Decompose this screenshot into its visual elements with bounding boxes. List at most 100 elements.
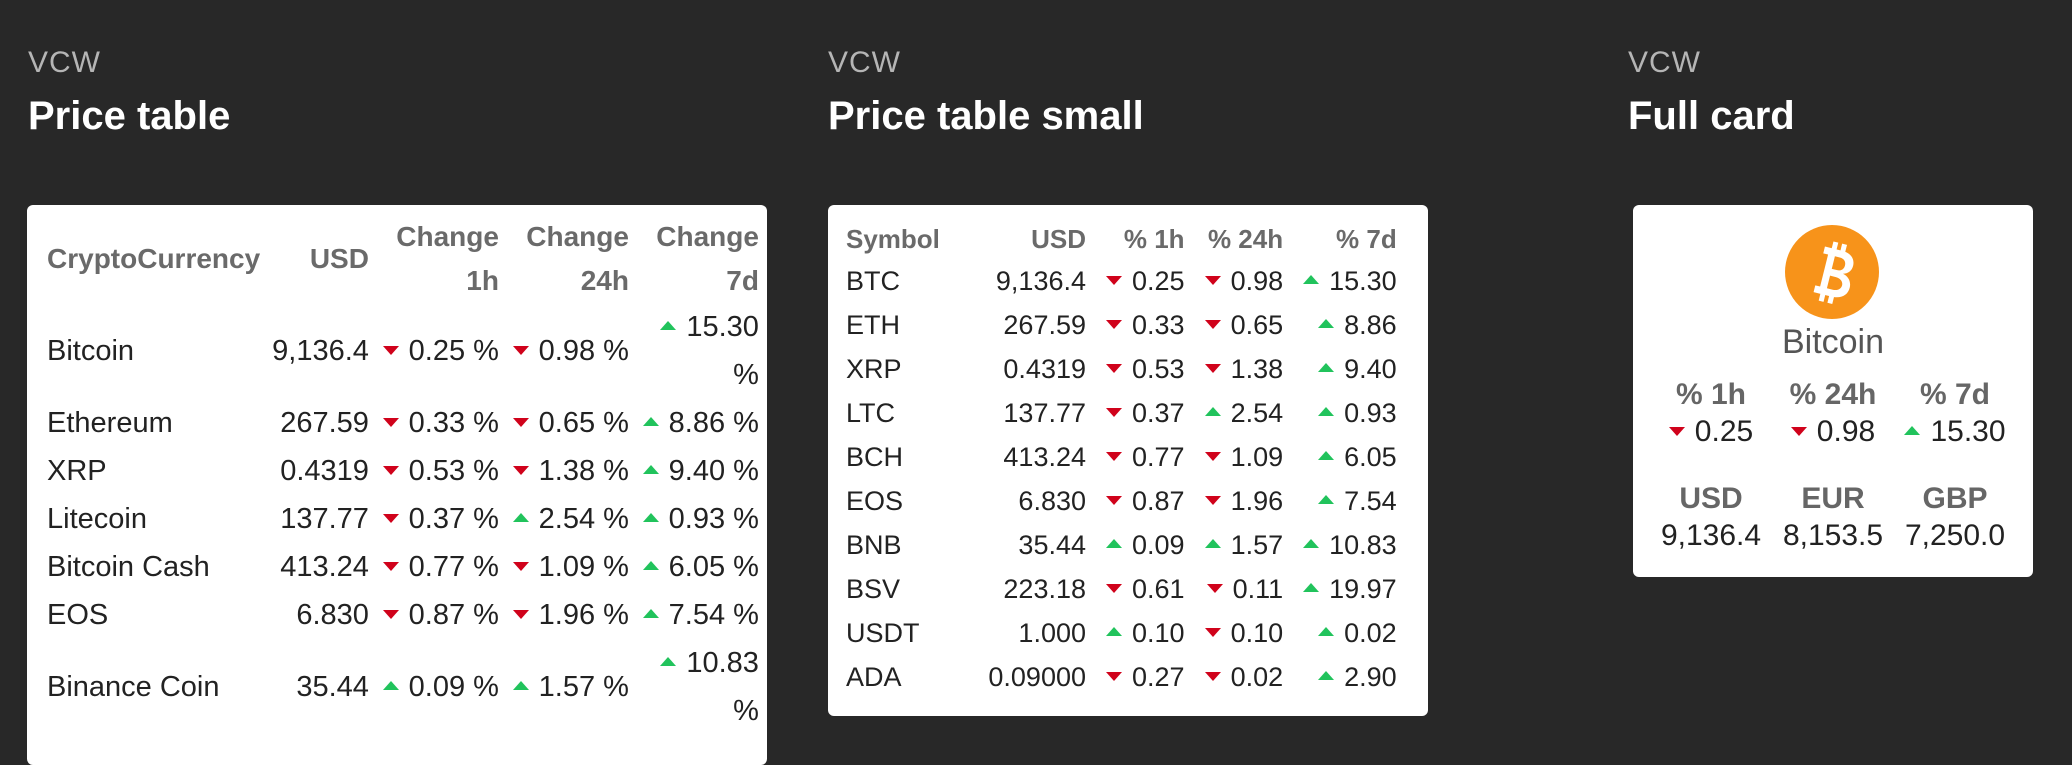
change-1h: 0.87 % [369,591,499,639]
up-arrow-icon [642,608,659,618]
price-usd: 6.830 [1018,486,1086,516]
symbol: BNB [846,530,902,560]
down-arrow-icon [1106,364,1122,374]
crypto-name: EOS [47,599,109,631]
change-24h: 1.09 % [499,543,629,591]
price-usd: 9,136.4 [272,335,369,367]
table-row: Binance Coin 35.44 0.09 % 1.57 % 10.83 % [47,639,759,735]
change-24h: 0.11 [1185,567,1283,611]
table-row: EOS 6.830 0.87 1.96 7.54 [846,479,1397,523]
down-arrow-icon [1106,496,1122,506]
change-7d: 9.40 [1283,347,1397,391]
down-arrow-icon [382,561,399,571]
down-arrow-icon [1204,320,1221,330]
up-arrow-icon [642,416,659,426]
price-usd: 35.44 [1018,530,1086,560]
up-arrow-icon [642,560,659,570]
table-row: EOS 6.830 0.87 % 1.96 % 7.54 % [47,591,759,639]
full-card: Bitcoin % 1h 0.25 % 24h 0.98 % 7d 15.30 … [1633,205,2033,577]
crypto-name: Bitcoin [47,335,135,367]
change-7d: 10.83 % [629,639,759,735]
down-arrow-icon [1106,452,1122,462]
change-24h: 1.38 [1185,347,1283,391]
price-column-eur: EUR 8,153.5 [1773,481,1893,555]
change-1h: 0.33 % [369,399,499,447]
up-arrow-icon [1318,451,1335,461]
change-value: 15.30 [1895,413,2015,451]
table-row: XRP 0.4319 0.53 % 1.38 % 9.40 % [47,447,759,495]
column-header-symbol: Symbol [846,224,940,254]
price-usd: 9,136.4 [995,266,1086,296]
change-grid: % 1h 0.25 % 24h 0.98 % 7d 15.30 [1651,377,2015,451]
down-arrow-icon [382,345,399,355]
symbol: USDT [846,618,920,648]
table-row: BNB 35.44 0.09 1.57 10.83 [846,523,1397,567]
change-24h: 1.57 % [499,639,629,735]
change-value: 0.25 [1651,413,1771,451]
price-table-small: Symbol USD % 1h % 24h % 7d BTC 9,136.4 0… [846,219,1397,699]
up-arrow-icon [512,512,529,522]
column-header-1h: % 1h [1123,224,1185,254]
table-header-row: CryptoCurrency USD Change 1h Change 24h Ch… [47,215,759,303]
currency-label: USD [1679,482,1743,515]
change-1h: 0.09 [1086,523,1185,567]
down-arrow-icon [1106,276,1122,286]
price-usd: 223.18 [1003,574,1086,604]
change-label: % 24h [1789,378,1877,411]
down-arrow-icon [1106,672,1122,682]
price-usd: 35.44 [296,671,369,703]
change-7d: 10.83 [1283,523,1397,567]
change-1h: 0.10 [1086,611,1185,655]
down-arrow-icon [382,465,399,475]
change-24h: 1.38 % [499,447,629,495]
change-1h: 0.77 % [369,543,499,591]
change-column-7d: % 7d 15.30 [1895,377,2015,451]
change-1h: 0.37 % [369,495,499,543]
up-arrow-icon [1204,407,1221,417]
change-label: % 7d [1919,378,1991,411]
up-arrow-icon [1318,627,1335,637]
price-usd: 6.830 [296,599,369,631]
up-arrow-icon [660,320,677,330]
down-arrow-icon [1106,320,1122,330]
column-header-usd: USD [1031,224,1086,254]
symbol: ADA [846,662,902,692]
price-table: CryptoCurrency USD Change 1h Change 24h Ch… [47,215,759,735]
change-7d: 0.02 [1283,611,1397,655]
change-7d: 19.97 [1283,567,1397,611]
section-title: Full card [1628,94,1795,138]
table-row: ETH 267.59 0.33 0.65 8.86 [846,303,1397,347]
change-1h: 0.33 [1086,303,1185,347]
price-table-card: CryptoCurrency USD Change 1h Change 24h Ch… [27,205,767,765]
change-1h: 0.61 [1086,567,1185,611]
change-1h: 0.25 % [369,303,499,399]
column-header-change-7d: Change 7d [656,221,759,296]
change-7d: 2.90 [1283,655,1397,699]
change-column-24h: % 24h 0.98 [1773,377,1893,451]
column-header-change-24h: Change 24h [526,221,629,296]
table-row: BSV 223.18 0.61 0.11 19.97 [846,567,1397,611]
down-arrow-icon [1206,584,1223,594]
down-arrow-icon [1106,408,1122,418]
table-row: Bitcoin 9,136.4 0.25 % 0.98 % 15.30 % [47,303,759,399]
crypto-name: Binance Coin [47,671,220,703]
change-7d: 7.54 [1283,479,1397,523]
symbol: XRP [846,354,902,384]
up-arrow-icon [1318,671,1335,681]
up-arrow-icon [660,656,677,666]
up-arrow-icon [642,512,659,522]
up-arrow-icon [642,464,659,474]
up-arrow-icon [1204,539,1221,549]
column-header-change-1h: Change 1h [396,221,499,296]
symbol: BTC [846,266,900,296]
price-column-gbp: GBP 7,250.0 [1895,481,2015,555]
change-column-1h: % 1h 0.25 [1651,377,1771,451]
down-arrow-icon [382,609,399,619]
change-7d: 9.40 % [629,447,759,495]
table-row: BCH 413.24 0.77 1.09 6.05 [846,435,1397,479]
change-24h: 1.57 [1185,523,1283,567]
crypto-name: Litecoin [47,503,147,535]
table-row: Litecoin 137.77 0.37 % 2.54 % 0.93 % [47,495,759,543]
price-usd: 413.24 [280,551,369,583]
change-7d: 7.54 % [629,591,759,639]
